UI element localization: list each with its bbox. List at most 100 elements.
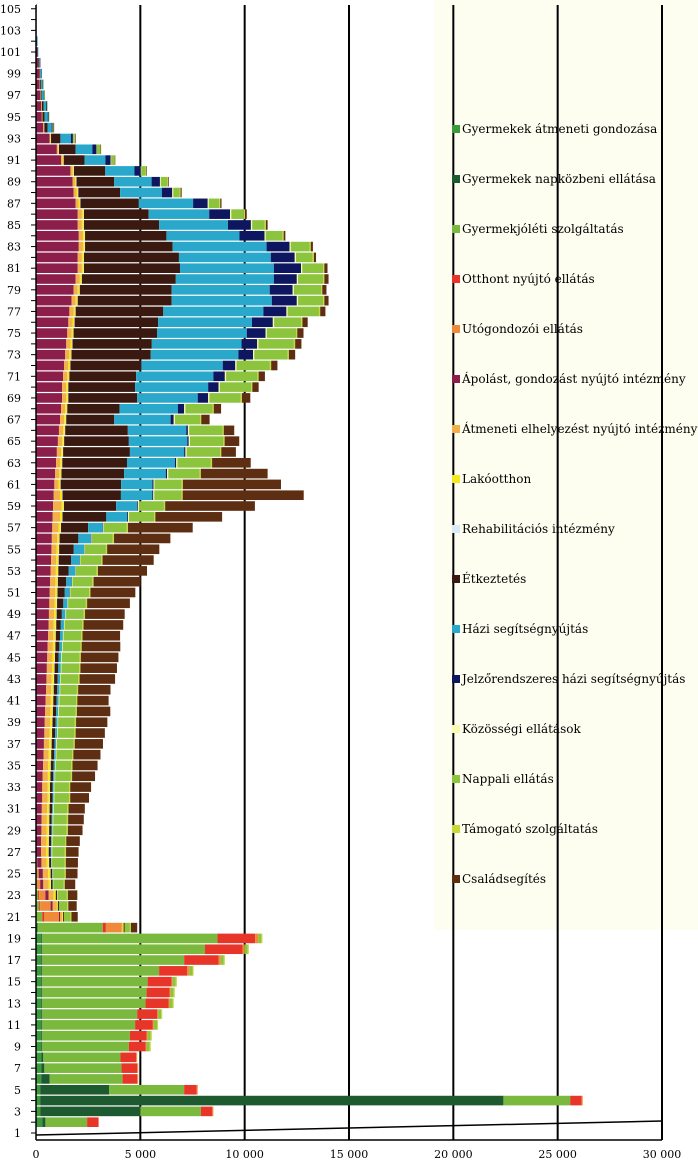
bar-segment-etk-64 [63,447,130,457]
bar-segment-atm-74 [66,339,71,349]
bar-age-74 [36,339,302,349]
bar-segment-jel-65 [187,436,189,446]
bar-segment-tam-66 [222,425,224,436]
bar-segment-gyj-23 [36,890,39,900]
bar-segment-tam-40 [75,706,77,717]
bar-age-19 [36,933,263,944]
bar-segment-csa-36 [73,749,101,760]
bar-segment-nap-8 [41,1052,44,1063]
bar-segment-lak-84 [82,230,85,241]
bar-segment-lak-91 [62,155,64,165]
bar-segment-haz-32 [52,793,54,803]
bar-segment-nnap-65 [189,436,224,446]
bar-segment-haz-79 [171,285,270,295]
bar-segment-nnap-28 [52,836,66,846]
bar-segment-apo-34 [36,771,43,782]
bar-segment-csa-31 [68,803,85,814]
bar-segment-atm-75 [67,328,72,338]
bar-segment-ott-3 [200,1106,213,1117]
y-tick-label: 21 [7,911,21,924]
bar-segment-haz-35 [53,760,55,771]
bar-segment-haz-52 [66,576,72,587]
bar-segment-atm-47 [48,630,54,641]
bar-segment-lak-56 [57,533,60,544]
bar-segment-tam-87 [219,198,221,209]
bar-segment-etk-84 [85,230,167,241]
bar-segment-apo-51 [36,587,50,598]
bar-segment-reh-76 [74,317,75,328]
bar-segment-nnap-38 [57,728,75,738]
bar-segment-atm-38 [44,728,50,738]
legend-label: Gyermekek napközbeni ellátása [462,172,656,186]
bar-segment-lak-58 [59,512,63,522]
bar-segment-etk-81 [83,263,180,273]
x-tick-label: 10 000 [225,1148,264,1161]
bar-segment-nnap-57 [103,522,127,533]
bar-segment-koz-74 [257,339,259,349]
bar-segment-nnap-13 [169,998,173,1009]
bar-segment-csa-53 [97,566,148,576]
bar-segment-nap-4 [40,1095,504,1106]
bar-segment-koz-56 [91,533,92,544]
bar-age-78 [36,295,329,306]
bar-segment-reh-77 [75,306,76,317]
bar-segment-lak-24 [48,879,51,890]
bar-segment-koz-47 [62,630,64,641]
bar-segment-apo-60 [36,490,54,501]
bar-segment-nap-14 [41,987,43,998]
bar-segment-reh-28 [48,836,50,846]
bar-segment-koz-75 [265,328,267,338]
y-tick-label: 15 [7,976,21,989]
bar-segment-haz-96 [43,101,47,111]
bar-segment-atm-63 [56,457,61,468]
bar-segment-atm-28 [41,836,47,846]
bar-segment-etk-26 [49,857,52,868]
bar-segment-haz-101 [37,47,39,57]
bar-segment-nnap-94 [52,122,54,133]
bar-segment-csa-71 [258,371,265,382]
bar-segment-etk-50 [57,598,64,609]
bar-segment-nnap-76 [274,317,302,328]
bar-segment-reh-67 [65,414,67,425]
bar-segment-etk-41 [53,695,57,706]
bar-segment-atm-61 [54,479,59,490]
bar-segment-csa-89 [167,176,169,187]
bar-segment-reh-75 [73,328,74,338]
bar-segment-nnap-69 [209,393,241,403]
bar-age-9 [36,1041,151,1052]
legend-label: Utógondozói ellátás [462,322,583,336]
bar-segment-tam-10 [150,1030,152,1041]
bar-segment-etk-34 [50,771,54,782]
bar-segment-uto-18 [242,944,245,955]
bar-segment-apo-68 [36,403,62,414]
y-tick-label: 91 [7,154,21,167]
bar-segment-haz-30 [51,814,53,825]
bar-segment-etk-51 [57,587,65,598]
bar-segment-csa-37 [74,739,103,749]
bar-segment-csa-70 [252,382,259,392]
bar-segment-csa-33 [70,782,92,792]
bar-segment-nnap-46 [62,641,81,652]
bar-segment-atm-34 [42,771,48,782]
y-tick-label: 13 [7,997,21,1010]
bar-segment-koz-30 [52,814,54,825]
bar-segment-nnap-60 [154,490,182,501]
bar-segment-etk-33 [49,782,53,792]
bar-segment-csa-44 [80,663,117,673]
bar-segment-jel-79 [269,285,293,295]
y-tick-label: 63 [7,457,21,470]
bar-segment-nap-9 [41,1041,43,1052]
bar-segment-haz-48 [60,620,64,630]
bar-segment-csa-20 [130,922,138,933]
legend-label: Nappali ellátás [462,772,554,786]
bar-segment-csa-72 [271,360,278,371]
bar-segment-reh-49 [56,609,57,619]
bar-segment-etk-91 [63,155,85,165]
bar-segment-apo-70 [36,382,63,392]
bar-segment-haz-80 [175,274,274,284]
bar-segment-lak-49 [54,609,57,619]
y-tick-label: 7 [14,1062,21,1075]
bar-segment-koz-48 [63,620,65,630]
y-tick-label: 89 [7,176,21,189]
bar-segment-atm-77 [69,306,74,317]
